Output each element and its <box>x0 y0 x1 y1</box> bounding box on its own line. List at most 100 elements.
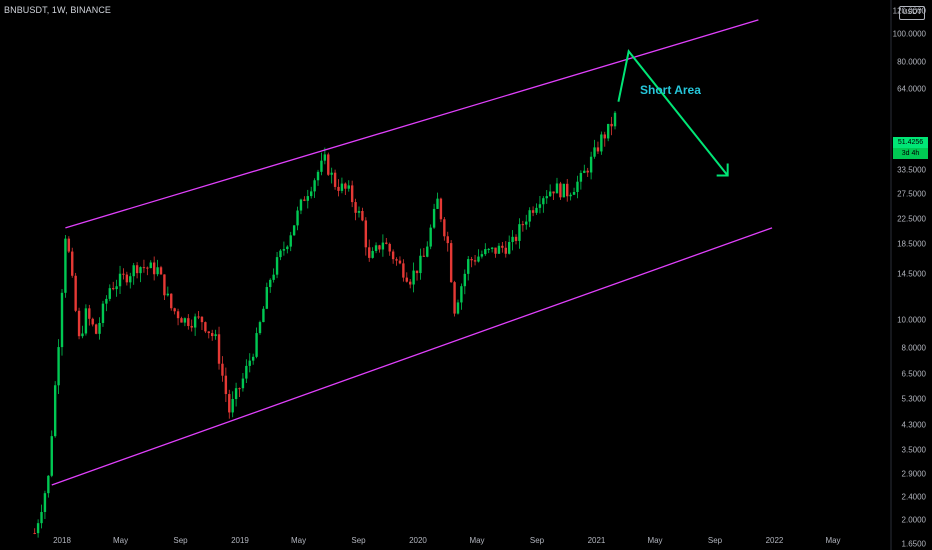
candle-down <box>71 251 74 276</box>
candle-up <box>282 249 286 251</box>
candle-down <box>354 202 357 213</box>
candle-up <box>57 347 60 386</box>
candle-down <box>228 394 231 413</box>
candle-up <box>419 255 422 274</box>
candle-up <box>98 322 101 334</box>
candle-up <box>467 259 470 274</box>
candle-up <box>292 225 296 236</box>
candle-up <box>562 183 566 198</box>
candle-up <box>108 288 111 299</box>
candle-up <box>262 308 265 323</box>
candle-up <box>193 316 197 328</box>
candle-down <box>88 308 91 319</box>
candle-up <box>555 183 559 194</box>
price-tick-label: 64.0000 <box>897 84 926 94</box>
candle-down <box>361 211 364 221</box>
candle-up <box>357 211 361 213</box>
candle-up <box>507 242 511 254</box>
candle-down <box>501 245 504 248</box>
candle-down <box>176 311 180 319</box>
candle-up <box>432 208 436 228</box>
candle-down <box>388 243 391 252</box>
candle-up <box>487 248 490 250</box>
time-tick-label: May <box>647 536 663 545</box>
short-area-annotation: Short Area <box>640 83 701 97</box>
candle-up <box>149 262 152 269</box>
candle-down <box>552 191 555 194</box>
candle-up <box>84 308 88 334</box>
candle-up <box>583 170 586 173</box>
candle-up <box>542 198 545 205</box>
candle-down <box>344 183 347 189</box>
candle-up <box>313 180 316 192</box>
candle-up <box>460 286 463 303</box>
lower-channel-line <box>51 227 773 486</box>
candle-down <box>364 220 368 248</box>
candle-up <box>306 196 309 201</box>
candle-down <box>217 334 221 364</box>
candle-up <box>43 493 47 512</box>
candle-up <box>426 246 429 257</box>
candle-down <box>514 236 518 241</box>
candle-up <box>323 154 327 161</box>
candle-up <box>279 250 282 258</box>
candle-down <box>531 210 535 213</box>
candle-up <box>371 250 374 258</box>
candle-up <box>538 204 542 208</box>
time-tick-label: Sep <box>529 536 545 545</box>
price-tick-label: 3.5000 <box>901 445 926 455</box>
candle-up <box>613 112 617 127</box>
candle-down <box>224 375 228 395</box>
candle-down <box>112 288 115 290</box>
currency-badge[interactable]: USDT <box>899 6 925 20</box>
upper-channel-line <box>65 19 759 229</box>
trendline-layer <box>51 19 773 486</box>
candle-up <box>245 365 248 379</box>
candle-up <box>36 523 40 534</box>
candle-up <box>53 385 57 437</box>
candle-up <box>183 318 187 323</box>
candle-down <box>211 333 214 337</box>
time-tick-label: May <box>825 536 841 545</box>
candle-up <box>309 191 313 197</box>
candle-down <box>170 293 173 309</box>
candle-up <box>484 249 487 255</box>
candle-down <box>173 308 176 312</box>
bar-countdown-tag: 3d 4h <box>893 148 928 159</box>
candle-down <box>142 267 146 269</box>
candle-up <box>166 293 170 296</box>
candle-down <box>439 198 443 220</box>
price-tick-label: 33.5000 <box>897 165 926 175</box>
projection-arrowhead <box>716 163 729 177</box>
candle-down <box>125 274 129 283</box>
candle-up <box>289 235 292 247</box>
candle-up <box>511 236 514 243</box>
candle-down <box>33 532 36 534</box>
candle-up <box>296 210 299 226</box>
candle-down <box>337 186 340 191</box>
candle-down <box>446 236 449 244</box>
candle-down <box>521 224 525 226</box>
price-tick-label: 27.5000 <box>897 189 926 199</box>
candle-up <box>60 292 64 348</box>
price-tick-label: 14.5000 <box>897 269 926 279</box>
candle-up <box>320 160 323 172</box>
candle-up <box>436 198 439 209</box>
candle-down <box>333 172 337 187</box>
candle-up <box>156 267 159 275</box>
time-tick-label: 2021 <box>587 536 606 545</box>
candle-down <box>402 263 405 278</box>
candle-up <box>265 287 269 309</box>
time-tick-label: Sep <box>707 536 723 545</box>
candle-down <box>559 183 562 198</box>
candle-up <box>234 388 238 400</box>
candle-up <box>129 276 132 283</box>
price-tick-label: 120.0000 <box>892 6 926 16</box>
candle-up <box>299 199 303 211</box>
candle-down <box>221 363 224 376</box>
candle-up <box>480 254 484 257</box>
candle-up <box>576 181 579 193</box>
last-price-tag: 51.4256 <box>893 137 928 148</box>
candle-up <box>286 246 289 250</box>
